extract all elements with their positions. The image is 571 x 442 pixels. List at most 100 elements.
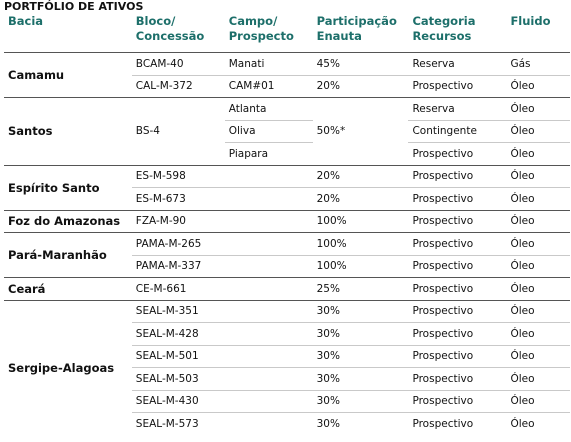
bacia-cell: Ceará bbox=[4, 277, 132, 300]
categoria-cell: Prospectivo bbox=[408, 164, 507, 188]
table-row: Ceará CE-M-661 25% Prospectivo Óleo bbox=[4, 277, 570, 300]
participacao-cell: 45% bbox=[312, 52, 409, 75]
categoria-cell: Contingente bbox=[408, 119, 507, 143]
campo-cell bbox=[224, 367, 313, 390]
bacia-cell: Camamu bbox=[4, 52, 132, 98]
column-header: Categoria Recursos bbox=[412, 14, 476, 43]
column-header: Bacia bbox=[8, 14, 44, 28]
table-row: Oliva Contingente Óleo bbox=[4, 119, 570, 143]
participacao-cell: 30% bbox=[312, 389, 409, 413]
table-body: Camamu BCAM-40 Manati 45% Reserva Gás CAL-M-37… bbox=[4, 52, 570, 435]
table-row: CAL-M-372 CAM#01 20% Prospectivo Óleo bbox=[4, 74, 570, 98]
campo-cell bbox=[224, 232, 313, 255]
table-row: Espírito Santo ES-M-598 20% Prospectivo Óleo bbox=[4, 164, 570, 210]
participacao-cell: 30% bbox=[312, 344, 409, 368]
fluido-cell: Óleo bbox=[506, 142, 570, 165]
campo-cell bbox=[224, 187, 313, 210]
fluido-cell: Óleo bbox=[506, 299, 570, 323]
fluido-cell: Óleo bbox=[506, 209, 570, 233]
categoria-cell: Reserva bbox=[408, 97, 507, 120]
table-row: Piapara Prospectivo Óleo bbox=[4, 142, 570, 165]
categoria-cell: Prospectivo bbox=[408, 367, 507, 390]
categoria-cell: Prospectivo bbox=[408, 187, 507, 210]
participacao-cell: 30% bbox=[312, 299, 409, 323]
categoria-cell: Prospectivo bbox=[408, 299, 507, 323]
fluido-cell: Óleo bbox=[506, 119, 570, 143]
table-row: PAMA-M-337 100% Prospectivo Óleo bbox=[4, 254, 570, 278]
campo-cell bbox=[224, 277, 313, 300]
categoria-cell: Prospectivo bbox=[408, 74, 507, 98]
fluido-cell: Óleo bbox=[506, 412, 570, 435]
participacao-cell: 100% bbox=[312, 232, 409, 255]
fluido-cell: Óleo bbox=[506, 322, 570, 345]
campo-cell: CAM#01 bbox=[224, 74, 313, 98]
campo-cell bbox=[224, 412, 313, 435]
bloco-cell: BCAM-40 bbox=[131, 52, 225, 75]
bloco-cell: SEAL-M-573 bbox=[131, 412, 225, 435]
table-row: Sergipe-Alagoas SEAL-M-351 30% Prospectivo Ó… bbox=[4, 299, 570, 435]
bloco-cell: CAL-M-372 bbox=[131, 74, 225, 98]
fluido-cell: Óleo bbox=[506, 164, 570, 188]
table-row: ES-M-673 20% Prospectivo Óleo bbox=[4, 187, 570, 210]
bloco-cell: ES-M-673 bbox=[131, 187, 225, 210]
bacia-cell: Espírito Santo bbox=[4, 164, 132, 210]
fluido-cell: Óleo bbox=[506, 187, 570, 210]
participacao-cell: 25% bbox=[312, 277, 409, 300]
campo-cell bbox=[224, 322, 313, 345]
categoria-cell: Prospectivo bbox=[408, 344, 507, 368]
bacia-cell: Pará-Maranhão bbox=[4, 232, 132, 278]
fluido-cell: Óleo bbox=[506, 97, 570, 120]
categoria-cell: Prospectivo bbox=[408, 277, 507, 300]
table-row: SEAL-M-503 30% Prospectivo Óleo bbox=[4, 367, 570, 390]
fluido-cell: Óleo bbox=[506, 344, 570, 368]
campo-cell: Manati bbox=[224, 52, 313, 75]
fluido-cell: Óleo bbox=[506, 389, 570, 413]
categoria-cell: Prospectivo bbox=[408, 322, 507, 345]
campo-cell: Oliva bbox=[224, 119, 313, 143]
bloco-cell: SEAL-M-503 bbox=[131, 367, 225, 390]
column-header: Bloco/ Concessão bbox=[135, 14, 205, 43]
participacao-cell: 20% bbox=[312, 164, 409, 188]
participacao-cell: 50%* bbox=[312, 97, 409, 165]
table-row: SEAL-M-501 30% Prospectivo Óleo bbox=[4, 344, 570, 368]
participacao-cell: 100% bbox=[312, 254, 409, 278]
categoria-cell: Prospectivo bbox=[408, 389, 507, 413]
bloco-cell: PAMA-M-337 bbox=[131, 254, 225, 278]
categoria-cell: Prospectivo bbox=[408, 232, 507, 255]
participacao-cell: 100% bbox=[312, 209, 409, 233]
bacia-cell: Santos bbox=[4, 97, 132, 165]
title: PORTFÓLIO DE ATIVOS bbox=[4, 0, 144, 13]
bacia-cell: Foz do Amazonas bbox=[4, 209, 132, 233]
column-header: Participação Enauta bbox=[316, 14, 397, 43]
table-row: Camamu BCAM-40 Manati 45% Reserva Gás bbox=[4, 52, 570, 98]
table-row: Foz do Amazonas FZA-M-90 100% Prospectivo Ól… bbox=[4, 209, 570, 233]
bloco-cell: FZA-M-90 bbox=[131, 209, 225, 233]
bloco-cell: SEAL-M-351 bbox=[131, 299, 225, 323]
bacia-cell: Sergipe-Alagoas bbox=[4, 299, 132, 435]
participacao-cell: 20% bbox=[312, 74, 409, 98]
bloco-cell: SEAL-M-428 bbox=[131, 322, 225, 345]
fluido-cell: Óleo bbox=[506, 367, 570, 390]
participacao-cell: 30% bbox=[312, 367, 409, 390]
fluido-cell: Óleo bbox=[506, 74, 570, 98]
campo-cell bbox=[224, 299, 313, 323]
bloco-cell: ES-M-598 bbox=[131, 164, 225, 188]
fluido-cell: Óleo bbox=[506, 232, 570, 255]
campo-cell: Atlanta bbox=[224, 97, 313, 120]
table-row: SEAL-M-573 30% Prospectivo Óleo bbox=[4, 412, 570, 435]
fluido-cell: Óleo bbox=[506, 277, 570, 300]
bloco-cell: SEAL-M-501 bbox=[131, 344, 225, 368]
campo-cell bbox=[224, 254, 313, 278]
column-header: Fluido bbox=[510, 14, 551, 28]
header-row: Bacia Bloco/ Concessão Campo/ Prospecto Par… bbox=[4, 12, 570, 53]
participacao-cell: 30% bbox=[312, 322, 409, 345]
table-row: SEAL-M-428 30% Prospectivo Óleo bbox=[4, 322, 570, 345]
participacao-cell: 20% bbox=[312, 187, 409, 210]
participacao-cell: 30% bbox=[312, 412, 409, 435]
fluido-cell: Gás bbox=[506, 52, 570, 75]
campo-cell bbox=[224, 209, 313, 233]
campo-cell bbox=[224, 164, 313, 188]
assets-table: Bacia Bloco/ Concessão Campo/ Prospecto Par… bbox=[4, 12, 570, 435]
table-row: Santos BS-4 Atlanta 50%* Reserva Óleo bbox=[4, 97, 570, 165]
